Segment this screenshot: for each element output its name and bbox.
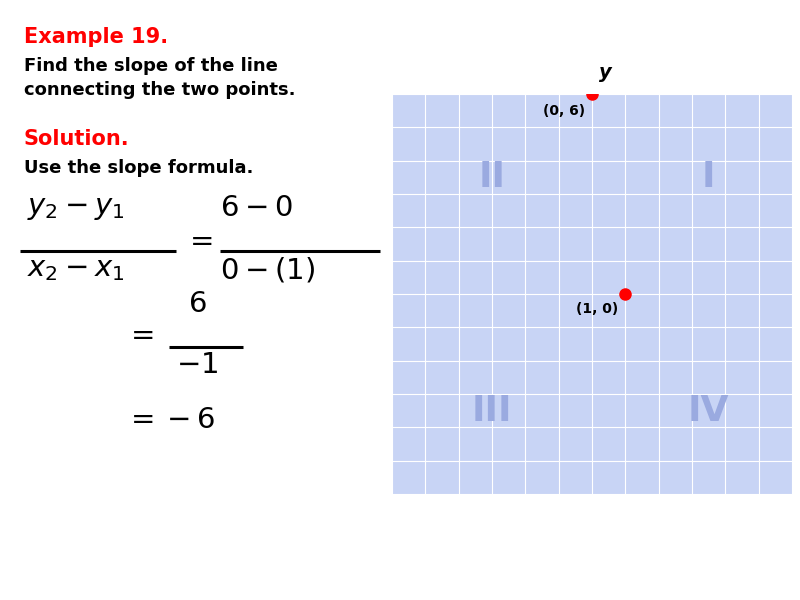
- Text: y: y: [599, 64, 612, 82]
- Text: IV: IV: [688, 394, 730, 428]
- Text: $\it{x}_2 - \it{x}_1$: $\it{x}_2 - \it{x}_1$: [27, 255, 125, 283]
- Text: II: II: [478, 160, 506, 194]
- Text: Solution.: Solution.: [23, 129, 129, 149]
- Text: $6$: $6$: [188, 290, 206, 318]
- Text: $= -6$: $= -6$: [126, 406, 215, 434]
- Text: $-1$: $-1$: [176, 351, 218, 379]
- Text: $\it{y}_2 - \it{y}_1$: $\it{y}_2 - \it{y}_1$: [27, 194, 125, 222]
- Text: I: I: [702, 160, 715, 194]
- Text: (0, 6): (0, 6): [543, 104, 586, 118]
- Text: Find the slope of the line: Find the slope of the line: [23, 57, 278, 75]
- Text: $6-0$: $6-0$: [219, 194, 292, 222]
- Text: Use the slope formula.: Use the slope formula.: [23, 159, 253, 177]
- Text: III: III: [472, 394, 512, 428]
- Text: $0-(1)$: $0-(1)$: [219, 255, 314, 284]
- Text: Example 19.: Example 19.: [23, 27, 168, 47]
- Text: $=$: $=$: [184, 226, 214, 254]
- Text: (1, 0): (1, 0): [577, 302, 618, 316]
- Text: $=$: $=$: [126, 320, 154, 348]
- Text: connecting the two points.: connecting the two points.: [23, 81, 295, 99]
